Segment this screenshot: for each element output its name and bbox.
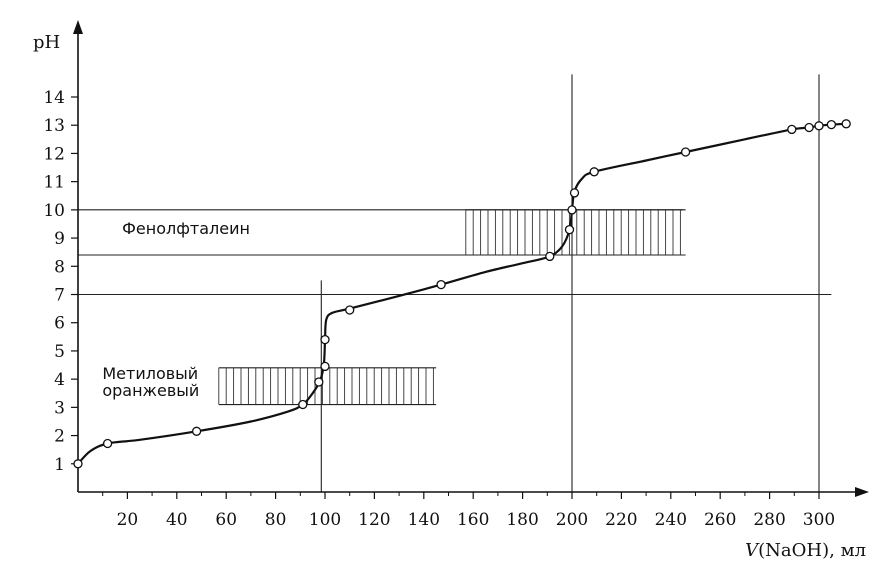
data-point (545, 251, 555, 262)
x-tick-label: 300 (803, 510, 835, 530)
x-tick-label: 40 (166, 510, 188, 530)
x-tick-label: 80 (265, 510, 287, 530)
data-point (436, 279, 446, 290)
data-point (345, 305, 355, 315)
y-tick-label: 14 (43, 88, 65, 108)
x-axis-title-variable: V (745, 540, 760, 561)
y-tick-label: 5 (54, 342, 65, 362)
y-tick-label: 8 (54, 257, 65, 277)
indicator-label-1-line-0: Метиловый (102, 364, 198, 383)
y-tick-label: 12 (43, 144, 65, 164)
data-point (564, 224, 575, 235)
y-tick-label: 7 (54, 286, 65, 306)
y-tick-label: 3 (54, 398, 65, 418)
x-tick-label: 20 (117, 510, 139, 530)
y-tick-label: 10 (43, 201, 65, 221)
indicator-range-0 (465, 209, 686, 256)
data-point (589, 167, 599, 177)
data-point (298, 399, 308, 410)
y-tick-label: 9 (54, 229, 65, 249)
data-point (191, 426, 202, 436)
x-tick-label: 280 (753, 510, 785, 530)
x-tick-label: 200 (556, 510, 588, 530)
data-point (314, 377, 324, 387)
x-axis-arrow (855, 487, 869, 497)
x-tick-label: 220 (605, 510, 637, 530)
x-tick-label: 120 (358, 510, 390, 530)
data-point (841, 119, 851, 129)
data-point (320, 361, 330, 372)
y-axis-title: pH (33, 32, 60, 53)
indicator-label-1-line-1: оранжевый (102, 381, 199, 400)
data-point (680, 147, 691, 157)
y-tick-label: 1 (54, 455, 65, 475)
data-point (102, 438, 113, 449)
data-point (804, 122, 814, 133)
data-point (73, 459, 83, 469)
y-tick-label: 11 (43, 173, 65, 193)
y-tick-label: 13 (43, 116, 65, 136)
y-tick-label: 2 (54, 427, 65, 447)
x-tick-label: 180 (506, 510, 538, 530)
y-axis-arrow (73, 20, 83, 34)
data-point (567, 205, 577, 215)
data-point (320, 334, 330, 345)
x-tick-label: 60 (215, 510, 237, 530)
data-point (814, 121, 824, 131)
y-tick-label: 4 (54, 370, 65, 390)
x-tick-label: 260 (704, 510, 736, 530)
x-tick-label: 160 (457, 510, 489, 530)
indicator-range-1 (218, 367, 437, 406)
x-tick-label: 140 (408, 510, 440, 530)
x-tick-label: 100 (309, 510, 341, 530)
x-axis-title: V(NaOH), мл (745, 540, 866, 561)
y-tick-label: 6 (54, 314, 65, 334)
x-axis-title-unit: (NaOH), мл (758, 540, 866, 561)
data-point (569, 188, 580, 198)
data-point (787, 124, 797, 135)
x-tick-label: 240 (655, 510, 687, 530)
titration-curve-line (77, 122, 847, 465)
indicator-label-0-line-0: Фенолфталеин (122, 219, 250, 238)
data-point (826, 119, 837, 130)
